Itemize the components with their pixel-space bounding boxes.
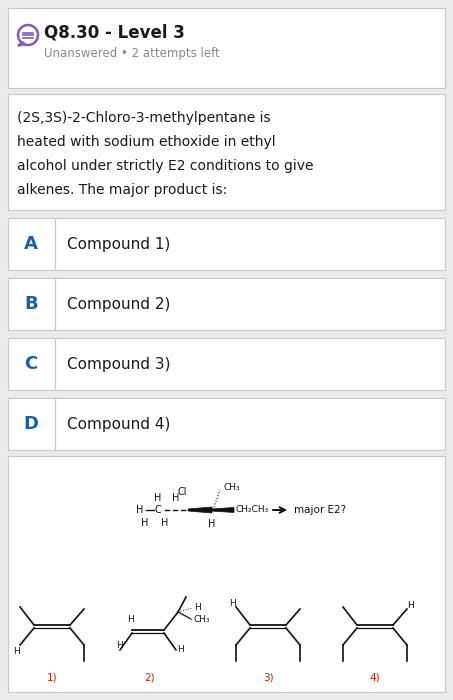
Text: 1): 1) <box>47 672 58 682</box>
Text: H: H <box>116 640 123 650</box>
Bar <box>8 8 445 88</box>
Text: CH₂CH₃: CH₂CH₃ <box>236 505 269 514</box>
Text: 2): 2) <box>145 672 155 682</box>
Text: H: H <box>229 598 236 608</box>
Text: CH₃: CH₃ <box>194 615 211 624</box>
Text: Compound 4): Compound 4) <box>67 416 170 431</box>
Bar <box>8 398 445 450</box>
Polygon shape <box>18 42 25 46</box>
Text: H: H <box>172 493 180 503</box>
Text: 4): 4) <box>370 672 381 682</box>
Text: Cl: Cl <box>177 487 187 497</box>
Text: major E2?: major E2? <box>294 505 346 515</box>
Bar <box>8 456 445 692</box>
Text: Q8.30 - Level 3: Q8.30 - Level 3 <box>44 24 185 42</box>
Text: Unanswered • 2 attempts left: Unanswered • 2 attempts left <box>44 46 220 60</box>
Text: H: H <box>127 615 133 624</box>
Bar <box>8 218 445 270</box>
Text: D: D <box>24 415 39 433</box>
Text: H: H <box>136 505 144 515</box>
Text: H: H <box>194 603 201 612</box>
Text: H: H <box>154 493 162 503</box>
Text: (2S,3S)-2-Chloro-3-methylpentane is: (2S,3S)-2-Chloro-3-methylpentane is <box>17 111 270 125</box>
Text: B: B <box>24 295 38 313</box>
Text: Compound 1): Compound 1) <box>67 237 170 251</box>
Text: Compound 2): Compound 2) <box>67 297 170 312</box>
Bar <box>8 338 445 390</box>
Text: H: H <box>141 518 149 528</box>
Text: H: H <box>13 647 19 655</box>
Text: alcohol under strictly E2 conditions to give: alcohol under strictly E2 conditions to … <box>17 159 313 173</box>
Text: A: A <box>24 235 38 253</box>
Text: 3): 3) <box>263 672 273 682</box>
Polygon shape <box>188 507 212 513</box>
Text: Compound 3): Compound 3) <box>67 356 170 372</box>
Text: CH₃: CH₃ <box>224 484 241 493</box>
Text: heated with sodium ethoxide in ethyl: heated with sodium ethoxide in ethyl <box>17 135 275 149</box>
Text: C: C <box>24 355 38 373</box>
Bar <box>8 278 445 330</box>
Text: H: H <box>161 518 169 528</box>
Bar <box>8 94 445 210</box>
Polygon shape <box>211 508 234 512</box>
Text: alkenes. The major product is:: alkenes. The major product is: <box>17 183 227 197</box>
Text: H: H <box>208 519 216 529</box>
Polygon shape <box>177 611 192 620</box>
Text: H: H <box>177 645 183 654</box>
Text: H: H <box>408 601 414 610</box>
Text: C: C <box>154 505 161 515</box>
